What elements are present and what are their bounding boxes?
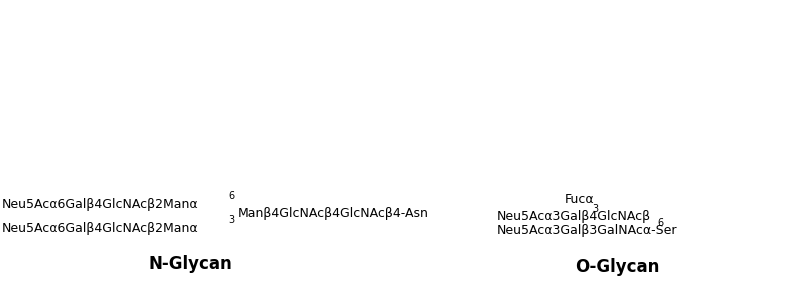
Text: N-Glycan: N-Glycan — [148, 255, 232, 273]
Text: 6: 6 — [657, 218, 663, 228]
Text: Neu5Acα6Galβ4GlcNAcβ2Manα: Neu5Acα6Galβ4GlcNAcβ2Manα — [2, 198, 198, 211]
Text: Neu5Acα3Galβ3GalNAcα-Ser: Neu5Acα3Galβ3GalNAcα-Ser — [497, 224, 678, 237]
Text: Manβ4GlcNAcβ4GlcNAcβ4-Asn: Manβ4GlcNAcβ4GlcNAcβ4-Asn — [238, 207, 429, 220]
Text: 6: 6 — [228, 191, 234, 201]
Text: 3: 3 — [592, 204, 598, 214]
Text: Neu5Acα3Galβ4GlcNAcβ: Neu5Acα3Galβ4GlcNAcβ — [497, 210, 651, 223]
Text: Fucα: Fucα — [565, 193, 594, 206]
Text: O-Glycan: O-Glycan — [575, 258, 659, 276]
Text: Neu5Acα6Galβ4GlcNAcβ2Manα: Neu5Acα6Galβ4GlcNAcβ2Manα — [2, 222, 198, 235]
Text: 3: 3 — [228, 215, 234, 225]
